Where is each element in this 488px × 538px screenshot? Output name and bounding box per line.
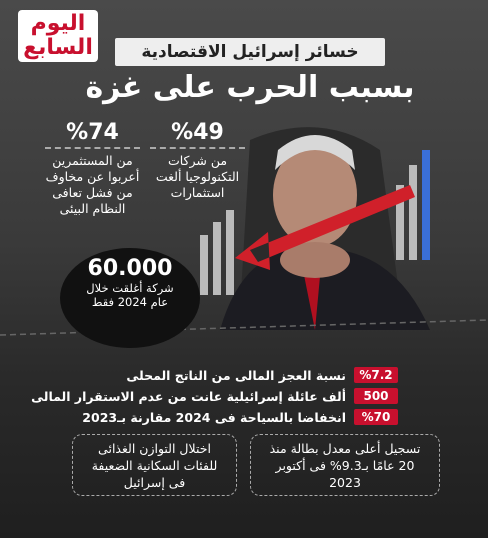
box: اختلال التوازن الغذائى للفئات السكانية ا… <box>72 434 237 496</box>
stat-value: %49 <box>150 120 245 149</box>
stat-value: %74 <box>45 120 140 149</box>
circle: 60.000 شركة أغلقت خلال عام 2024 فقط <box>60 248 200 348</box>
row-value: 500 <box>354 388 398 404</box>
logo: اليوم السابع <box>18 10 98 62</box>
row-text: انخفاضا بالسياحة فى 2024 مقارنة بـ2023 <box>82 409 346 425</box>
row: %70 انخفاضا بالسياحة فى 2024 مقارنة بـ20… <box>28 408 398 426</box>
stat-text: من شركات التكنولوجيا ألغت استثمارات <box>155 153 240 200</box>
row: 500 ألف عائلة إسرائيلية عانت من عدم الاس… <box>28 387 398 405</box>
logo-text: اليوم <box>30 11 86 36</box>
hair <box>275 135 355 170</box>
circle-text: شركة أغلقت خلال عام 2024 فقط <box>86 281 174 309</box>
stat: %49 من شركات التكنولوجيا ألغت استثمارات <box>150 120 245 201</box>
hands <box>280 242 350 278</box>
row-text: نسبة العجز المالى من الناتج المحلى <box>126 367 346 383</box>
row: %7.2 نسبة العجز المالى من الناتج المحلى <box>28 366 398 384</box>
arrow <box>235 185 415 270</box>
suit <box>220 250 430 330</box>
title: خسائر إسرائيل الاقتصادية <box>115 38 385 66</box>
row-value: %70 <box>354 409 398 425</box>
box: تسجيل أعلى معدل بطالة منذ 20 عامًا بـ9.3… <box>250 434 440 496</box>
bars <box>200 150 430 295</box>
subtitle: بسبب الحرب على غزة <box>85 70 415 105</box>
row-text: ألف عائلة إسرائيلية عانت من عدم الاستقرا… <box>31 388 346 404</box>
stat: %74 من المستثمرين أعربوا عن مخاوف من فشل… <box>45 120 140 217</box>
logo-text: السابع <box>23 35 93 60</box>
circle-value: 60.000 <box>87 256 173 281</box>
row-value: %7.2 <box>354 367 398 383</box>
stat-text: من المستثمرين أعربوا عن مخاوف من فشل تعا… <box>45 153 140 216</box>
